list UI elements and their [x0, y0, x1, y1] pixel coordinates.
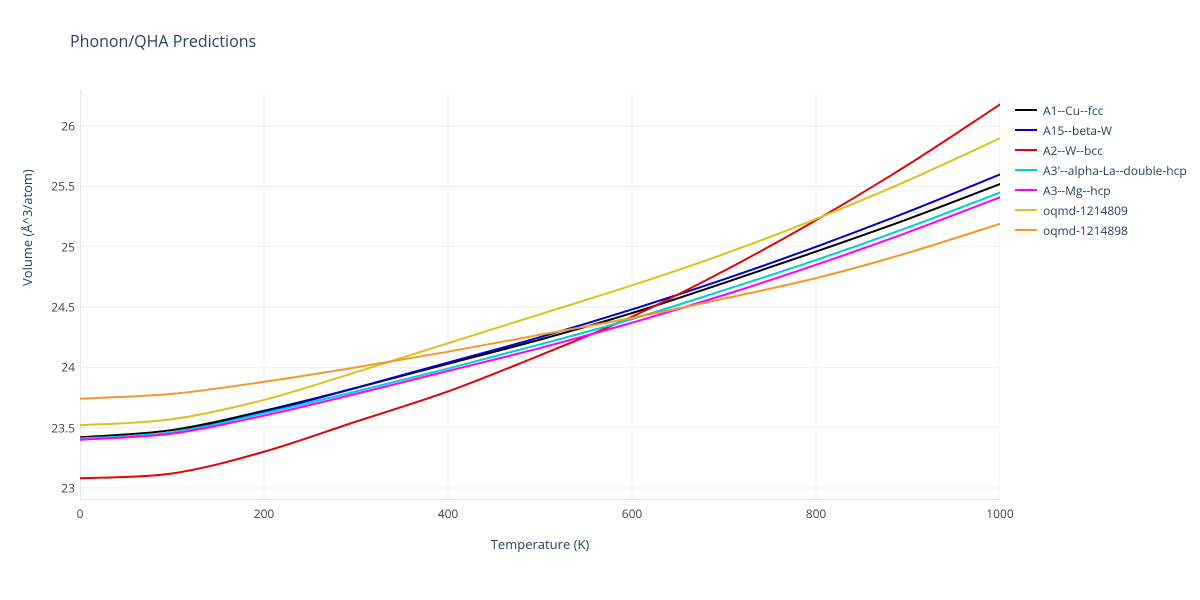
legend-swatch — [1015, 229, 1037, 231]
legend-label: A2--W--bcc — [1043, 142, 1103, 159]
x-tick-label: 600 — [622, 505, 643, 522]
legend-label: A3--Mg--hcp — [1043, 182, 1111, 199]
series-line — [80, 197, 1000, 439]
legend-swatch — [1015, 149, 1037, 151]
y-tick-label: 24 — [40, 359, 75, 376]
x-tick-label: 200 — [254, 505, 275, 522]
x-tick-label: 400 — [438, 505, 459, 522]
plot-area — [80, 90, 1000, 500]
plot-svg — [80, 90, 1000, 500]
legend-item[interactable]: A3'--alpha-La--double-hcp — [1015, 160, 1187, 180]
legend-item[interactable]: A3--Mg--hcp — [1015, 180, 1187, 200]
legend-item[interactable]: A15--beta-W — [1015, 120, 1187, 140]
series-line — [80, 184, 1000, 437]
legend: A1--Cu--fcc A15--beta-W A2--W--bcc A3'--alp… — [1015, 100, 1187, 240]
y-tick-label: 23.5 — [40, 419, 75, 436]
legend-swatch — [1015, 109, 1037, 111]
series-line — [80, 224, 1000, 399]
legend-item[interactable]: oqmd-1214898 — [1015, 220, 1187, 240]
x-tick-label: 1000 — [986, 505, 1013, 522]
y-tick-label: 26 — [40, 118, 75, 135]
x-tick-label: 800 — [806, 505, 827, 522]
y-tick-label: 24.5 — [40, 299, 75, 316]
legend-swatch — [1015, 189, 1037, 191]
legend-item[interactable]: A2--W--bcc — [1015, 140, 1187, 160]
legend-label: A1--Cu--fcc — [1043, 102, 1103, 119]
chart-container: Phonon/QHA Predictions Volume (Å^3/atom)… — [0, 0, 1200, 600]
y-tick-label: 25.5 — [40, 178, 75, 195]
y-axis-label: Volume (Å^3/atom) — [18, 169, 36, 286]
legend-label: oqmd-1214898 — [1043, 222, 1128, 239]
y-tick-label: 25 — [40, 238, 75, 255]
legend-label: A3'--alpha-La--double-hcp — [1043, 162, 1187, 179]
chart-title: Phonon/QHA Predictions — [70, 30, 256, 52]
legend-item[interactable]: oqmd-1214809 — [1015, 200, 1187, 220]
legend-label: oqmd-1214809 — [1043, 202, 1128, 219]
legend-item[interactable]: A1--Cu--fcc — [1015, 100, 1187, 120]
x-tick-label: 0 — [77, 505, 84, 522]
y-tick-label: 23 — [40, 479, 75, 496]
x-axis-label: Temperature (K) — [491, 535, 590, 553]
legend-label: A15--beta-W — [1043, 122, 1112, 139]
legend-swatch — [1015, 129, 1037, 131]
legend-swatch — [1015, 209, 1037, 211]
legend-swatch — [1015, 169, 1037, 171]
series-line — [80, 138, 1000, 425]
